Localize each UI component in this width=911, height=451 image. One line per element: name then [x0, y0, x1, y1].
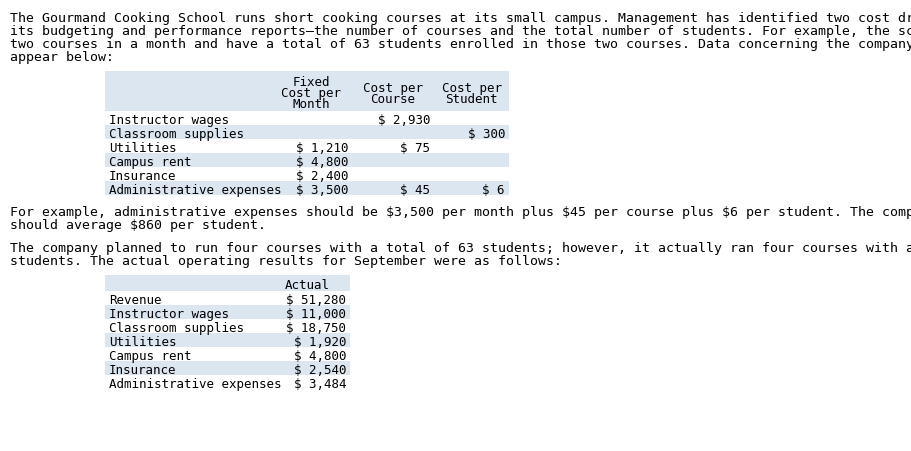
- Text: $ 2,930: $ 2,930: [377, 114, 429, 127]
- Text: Student: Student: [445, 93, 497, 106]
- Bar: [105, 361, 350, 375]
- Text: $ 1,210: $ 1,210: [295, 142, 348, 155]
- Text: $ 4,800: $ 4,800: [293, 349, 345, 362]
- Text: Campus rent: Campus rent: [109, 349, 191, 362]
- Text: two courses in a month and have a total of 63 students enrolled in those two cou: two courses in a month and have a total …: [10, 38, 911, 51]
- Text: Campus rent: Campus rent: [109, 156, 191, 169]
- Text: $ 4,800: $ 4,800: [295, 156, 348, 169]
- Text: Fixed: Fixed: [292, 76, 330, 89]
- Text: The company planned to run four courses with a total of 63 students; however, it: The company planned to run four courses …: [10, 241, 911, 254]
- Text: should average $860 per student.: should average $860 per student.: [10, 219, 266, 231]
- Bar: [105, 154, 508, 168]
- Text: its budgeting and performance reports—the number of courses and the total number: its budgeting and performance reports—th…: [10, 25, 911, 38]
- Bar: [105, 182, 508, 196]
- Text: Month: Month: [292, 98, 330, 111]
- Text: $ 45: $ 45: [400, 184, 429, 197]
- Text: Administrative expenses: Administrative expenses: [109, 184, 281, 197]
- Text: $ 3,484: $ 3,484: [293, 377, 345, 390]
- Text: For example, administrative expenses should be $3,500 per month plus $45 per cou: For example, administrative expenses sho…: [10, 206, 911, 219]
- Text: Instructor wages: Instructor wages: [109, 114, 229, 127]
- Text: Instructor wages: Instructor wages: [109, 307, 229, 320]
- Text: $ 2,540: $ 2,540: [293, 363, 345, 376]
- Text: $ 75: $ 75: [400, 142, 429, 155]
- Text: $ 1,920: $ 1,920: [293, 335, 345, 348]
- Text: $ 3,500: $ 3,500: [295, 184, 348, 197]
- Text: Insurance: Insurance: [109, 363, 177, 376]
- Text: Classroom supplies: Classroom supplies: [109, 321, 244, 334]
- Bar: [105, 333, 350, 347]
- Text: students. The actual operating results for September were as follows:: students. The actual operating results f…: [10, 254, 561, 267]
- Text: Utilities: Utilities: [109, 335, 177, 348]
- Bar: [105, 126, 508, 140]
- Text: $ 51,280: $ 51,280: [286, 293, 345, 306]
- Text: Revenue: Revenue: [109, 293, 161, 306]
- Text: Utilities: Utilities: [109, 142, 177, 155]
- Text: Cost per: Cost per: [363, 82, 423, 95]
- Text: Insurance: Insurance: [109, 170, 177, 183]
- Text: $ 11,000: $ 11,000: [286, 307, 345, 320]
- Text: $ 18,750: $ 18,750: [286, 321, 345, 334]
- Text: $ 300: $ 300: [467, 128, 505, 141]
- Text: $ 6: $ 6: [482, 184, 505, 197]
- Text: Course: Course: [370, 93, 415, 106]
- Text: $ 2,400: $ 2,400: [295, 170, 348, 183]
- Bar: [105, 305, 350, 319]
- Text: Cost per: Cost per: [441, 82, 501, 95]
- Text: Cost per: Cost per: [281, 87, 341, 100]
- Bar: [105, 276, 350, 291]
- Text: appear below:: appear below:: [10, 51, 114, 64]
- Bar: [105, 72, 508, 112]
- Text: Administrative expenses: Administrative expenses: [109, 377, 281, 390]
- Text: The Gourmand Cooking School runs short cooking courses at its small campus. Mana: The Gourmand Cooking School runs short c…: [10, 12, 911, 25]
- Text: Classroom supplies: Classroom supplies: [109, 128, 244, 141]
- Text: Actual: Actual: [285, 278, 330, 291]
